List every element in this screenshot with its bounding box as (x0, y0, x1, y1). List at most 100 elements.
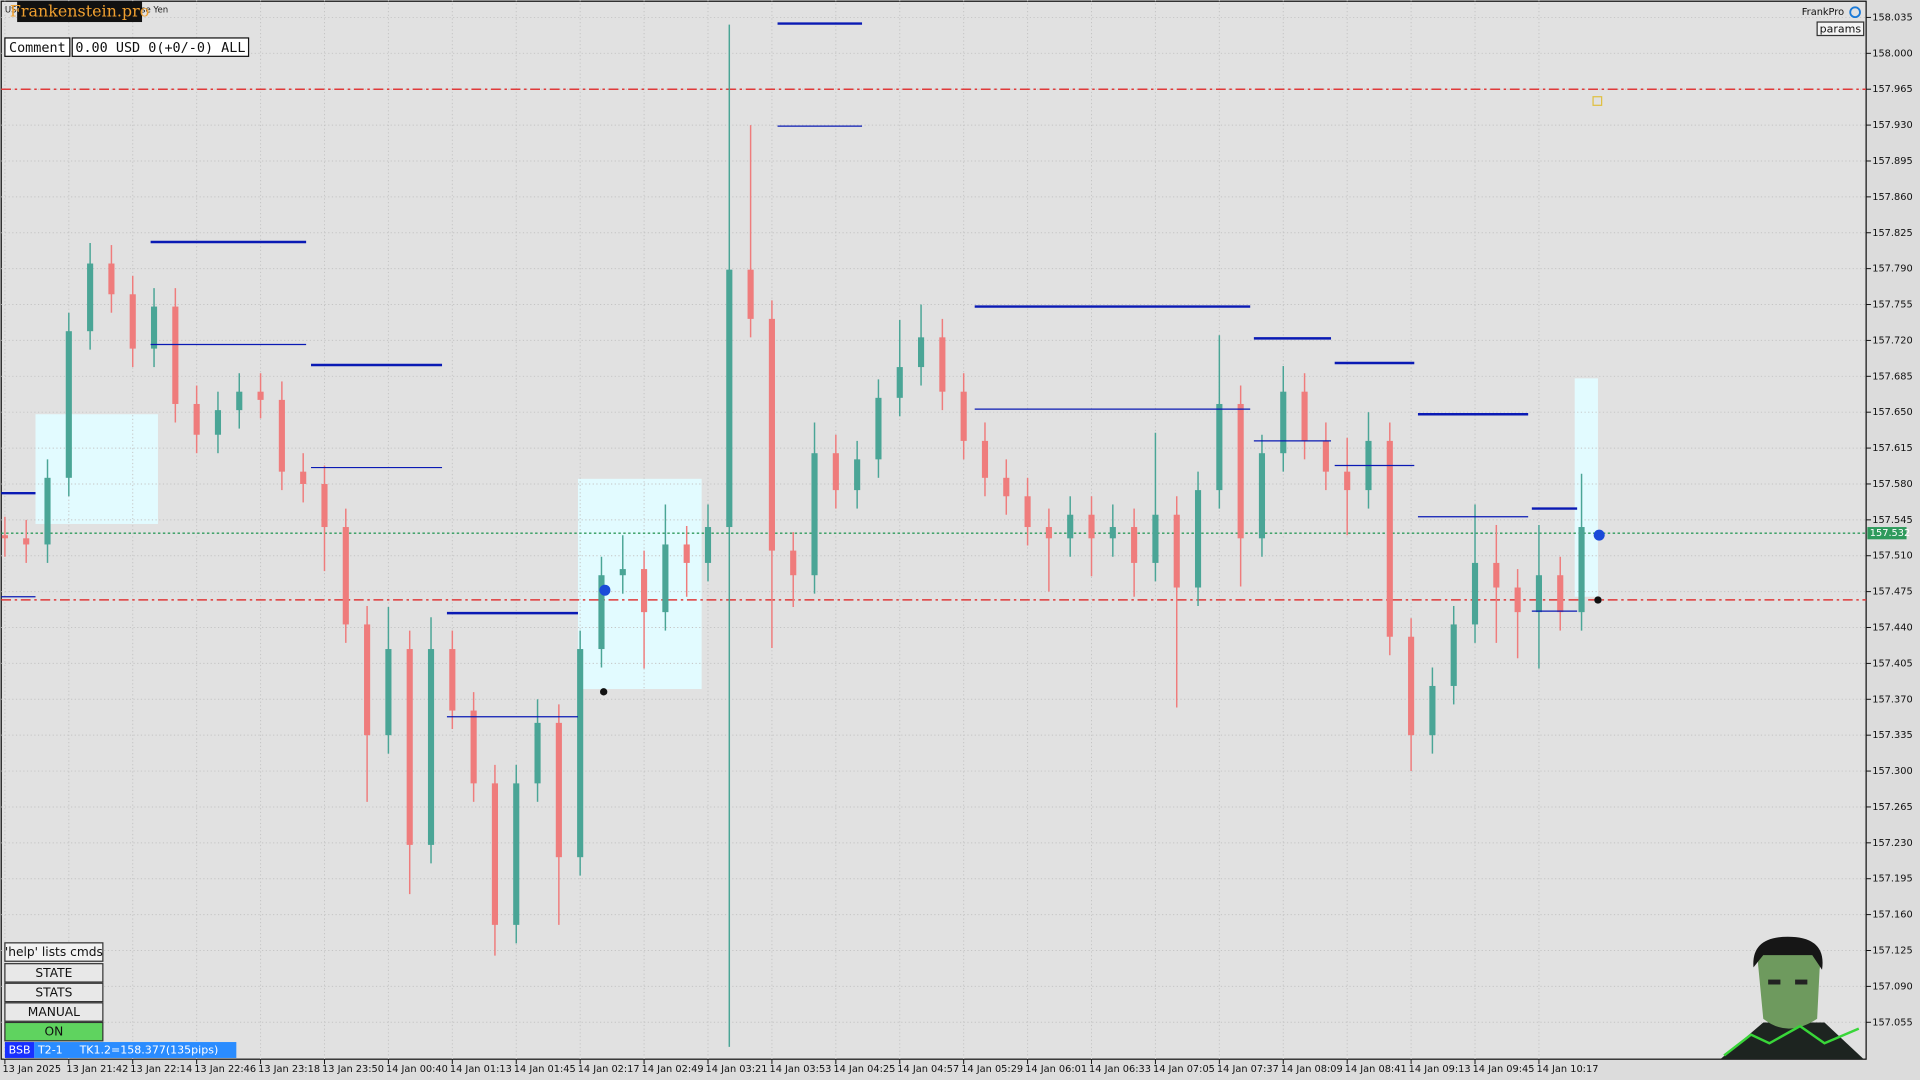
y-tick-label: 157.825 (1872, 228, 1912, 239)
y-tick-label: 157.650 (1872, 407, 1912, 418)
x-tick-label: 14 Jan 02:49 (642, 1064, 704, 1075)
candle-body (1429, 685, 1436, 736)
portrait-eye (1768, 979, 1781, 985)
y-tick-label: 157.965 (1872, 84, 1912, 95)
x-tick-label: 14 Jan 08:41 (1345, 1064, 1407, 1075)
help-text: 'help' lists cmds (5, 945, 103, 959)
candle-body (1322, 440, 1329, 472)
candle-body (768, 318, 775, 551)
y-tick-label: 157.930 (1872, 120, 1912, 131)
manual-button[interactable] (4, 1002, 104, 1022)
params-label[interactable]: params (1820, 22, 1862, 35)
skull-marker (600, 688, 608, 696)
comment-label: Comment (9, 41, 66, 56)
y-tick-label: 157.300 (1872, 766, 1912, 777)
zone (1574, 378, 1598, 597)
candle-body (1493, 562, 1500, 588)
candle-body (236, 391, 243, 411)
candle-body (150, 306, 158, 349)
candle-body (1003, 477, 1010, 497)
candle-body (1088, 514, 1095, 539)
candle-body (44, 477, 51, 545)
candle-body (896, 367, 903, 398)
candle-body (193, 403, 200, 435)
state-label[interactable]: STATE (35, 966, 72, 980)
on-label[interactable]: ON (44, 1025, 63, 1039)
x-tick-label: 14 Jan 03:21 (706, 1064, 768, 1075)
y-tick-label: 157.370 (1872, 694, 1912, 705)
on-button[interactable] (4, 1021, 104, 1042)
candle-body (1471, 562, 1479, 625)
x-tick-label: 14 Jan 04:57 (897, 1064, 959, 1075)
y-tick-label: 157.265 (1872, 802, 1912, 813)
candle-body (1237, 403, 1244, 539)
candle-body (1450, 624, 1457, 686)
candle-body (87, 263, 94, 332)
candle-body (918, 337, 925, 368)
candle-body (981, 440, 989, 478)
x-tick-label: 14 Jan 01:45 (514, 1064, 576, 1075)
portrait (1720, 936, 1864, 1060)
plot-area (0, 0, 1867, 1060)
stats-label[interactable]: STATS (35, 986, 72, 1000)
x-tick-label: 13 Jan 23:50 (322, 1064, 384, 1075)
stats-button[interactable] (4, 982, 104, 1003)
comment-text: 0.00 USD 0(+0/-0) ALL (75, 41, 245, 56)
candle-body (1109, 527, 1116, 539)
candle-body (321, 483, 328, 528)
candle-body (449, 649, 456, 711)
candle-body (1045, 527, 1052, 539)
candle-body (726, 269, 733, 528)
candle-body (65, 331, 72, 478)
y-tick-label: 157.125 (1872, 945, 1912, 956)
y-tick-label: 157.195 (1872, 874, 1912, 885)
help-box (4, 942, 104, 962)
y-tick-label: 157.160 (1872, 910, 1912, 921)
candle-body (1301, 391, 1308, 441)
state-button[interactable] (4, 963, 104, 983)
candle-body (129, 294, 136, 349)
x-tick-label: 14 Jan 01:13 (450, 1064, 512, 1075)
candle-body (1067, 514, 1074, 539)
candle-body (832, 453, 839, 491)
candle-body (1, 535, 8, 539)
y-tick-label: 157.720 (1872, 335, 1912, 346)
x-tick-label: 14 Jan 06:01 (1025, 1064, 1087, 1075)
x-tick-label: 14 Jan 09:45 (1473, 1064, 1535, 1075)
candle-body (470, 710, 477, 784)
candle-body (1344, 471, 1351, 491)
brand-text: Frankenstein.pro (10, 2, 149, 21)
params-button[interactable] (1816, 21, 1865, 37)
candle-body (960, 391, 967, 441)
manual-label[interactable]: MANUAL (28, 1005, 80, 1019)
candle-body (577, 649, 584, 858)
y-tick-label: 157.755 (1872, 300, 1912, 311)
y-tick-label: 157.230 (1872, 838, 1912, 849)
x-tick-label: 14 Jan 09:13 (1409, 1064, 1471, 1075)
portrait-eye (1795, 979, 1808, 985)
candle-body (683, 544, 690, 563)
candle-body (1386, 440, 1393, 637)
candle-body (23, 538, 30, 545)
price-tag (1867, 527, 1907, 540)
candle-body (555, 722, 562, 858)
x-tick-label: 14 Jan 02:17 (578, 1064, 640, 1075)
x-tick-label: 14 Jan 00:40 (386, 1064, 448, 1075)
candle-body (427, 649, 435, 845)
candle-body (1280, 391, 1287, 454)
x-tick-label: 14 Jan 06:33 (1089, 1064, 1151, 1075)
candle-body (619, 569, 626, 576)
trade-marker (1593, 529, 1605, 541)
y-tick-label: 157.580 (1872, 479, 1912, 490)
candle-body (214, 410, 222, 435)
candle-body (662, 544, 669, 613)
candle-body (1258, 453, 1266, 539)
y-tick-label: 157.895 (1872, 156, 1912, 167)
candle-body (1557, 575, 1564, 613)
candle-body (491, 783, 498, 925)
x-tick-label: 14 Jan 10:17 (1536, 1064, 1598, 1075)
y-tick-label: 157.090 (1872, 981, 1912, 992)
account-icon (1849, 6, 1861, 19)
x-tick-label: 14 Jan 05:29 (961, 1064, 1023, 1075)
